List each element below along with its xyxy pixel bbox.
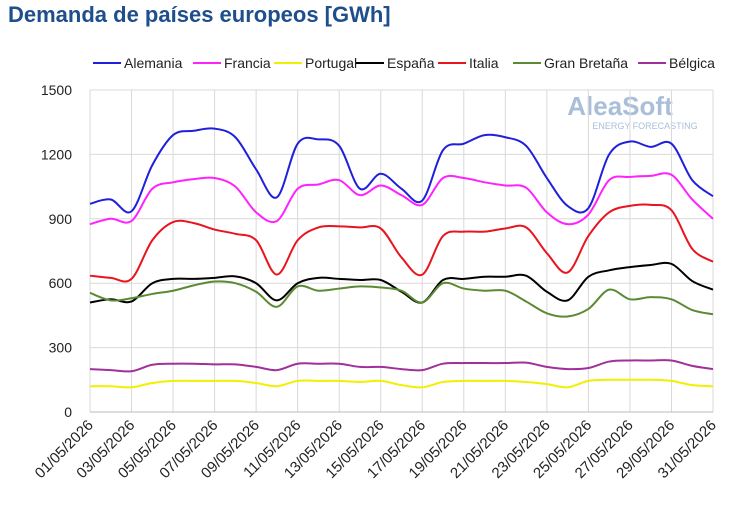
y-tick-label: 1500 <box>41 82 72 98</box>
legend-label: Francia <box>224 55 271 71</box>
line-series <box>89 127 714 214</box>
legend-label: Bélgica <box>669 55 715 71</box>
line-series <box>89 203 714 283</box>
legend-label: Gran Bretaña <box>544 55 628 71</box>
line-series <box>89 378 714 389</box>
legend-label: Italia <box>469 55 499 71</box>
chart-title: Demanda de países europeos [GWh] <box>8 2 391 27</box>
y-tick-label: 300 <box>49 340 73 356</box>
line-series <box>89 280 714 318</box>
line-series <box>89 359 714 373</box>
legend-label: Alemania <box>124 55 183 71</box>
y-tick-label: 1200 <box>41 146 72 162</box>
line-series <box>89 261 714 304</box>
line-series <box>89 172 714 226</box>
watermark-subtitle: ENERGY FORECASTING <box>592 121 697 131</box>
y-tick-label: 0 <box>64 404 72 420</box>
y-tick-label: 900 <box>49 211 73 227</box>
legend-label: España <box>387 55 435 71</box>
y-tick-label: 600 <box>49 275 73 291</box>
watermark: AleaSoft <box>567 91 673 121</box>
legend-label: Portugal <box>305 55 357 71</box>
